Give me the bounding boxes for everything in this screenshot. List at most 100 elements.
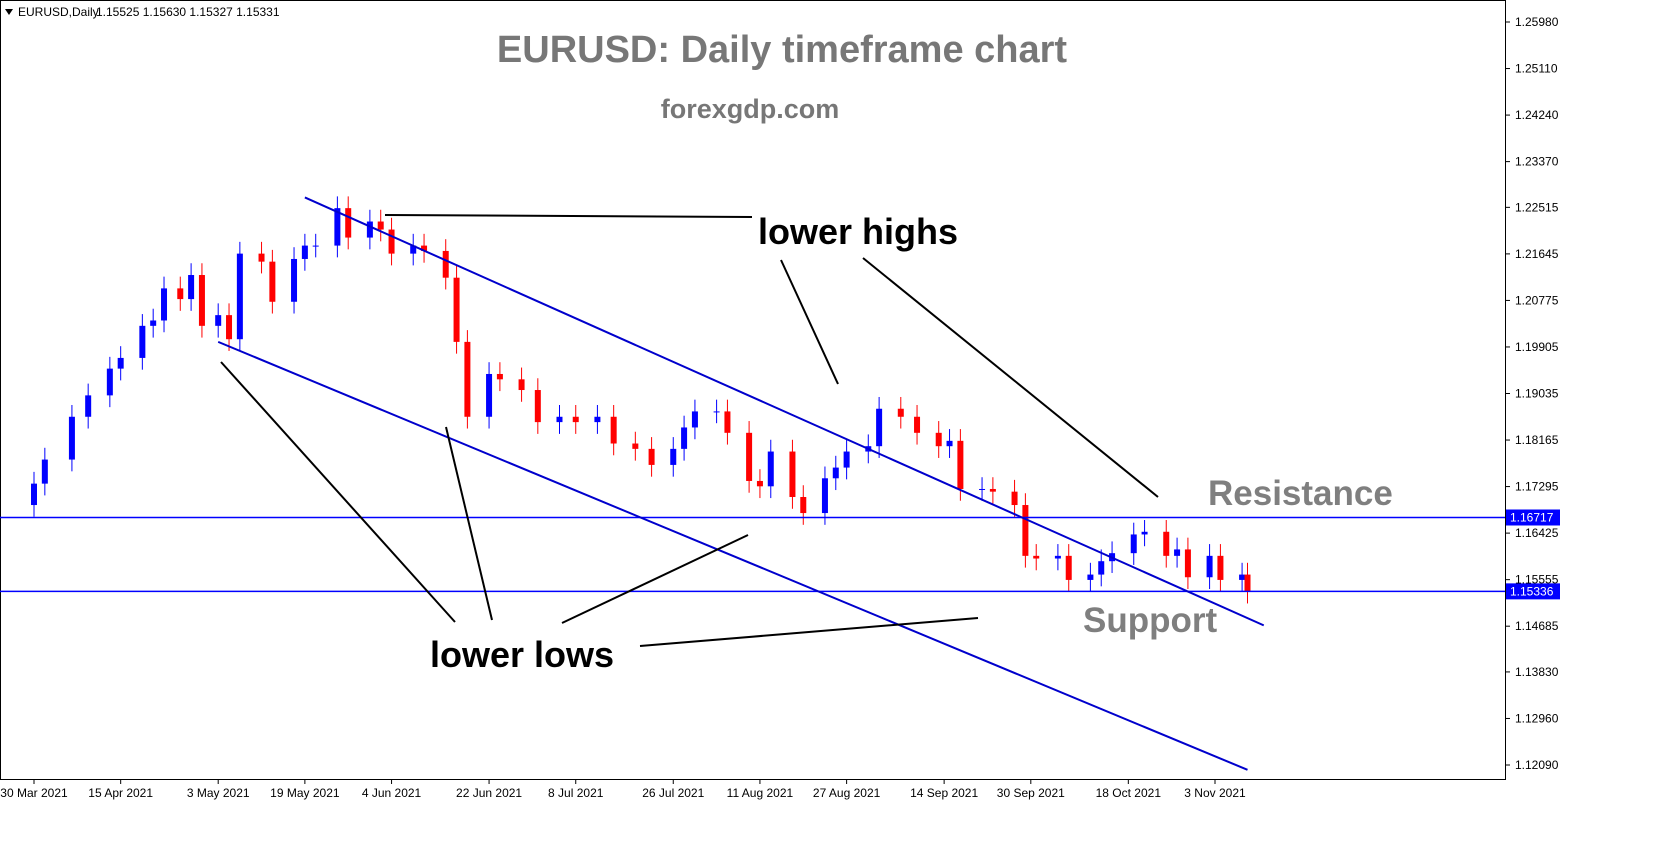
candle-body [388, 229, 395, 254]
candle [1022, 493, 1029, 568]
candle-body [291, 258, 298, 302]
channel-lower-line[interactable] [217, 340, 1248, 771]
candle [876, 396, 883, 458]
x-tick-label: 11 Aug 2021 [727, 786, 794, 800]
y-tick-label: 1.14685 [1515, 619, 1559, 633]
candle [442, 239, 449, 290]
candle-body [1206, 555, 1213, 578]
candle-body [556, 416, 563, 423]
candle [746, 421, 753, 493]
candle-body [897, 408, 904, 417]
lower-lows-label: lower lows [430, 634, 614, 675]
candle [767, 439, 774, 499]
candle [691, 399, 698, 440]
candle [724, 399, 731, 445]
candle-body [1098, 561, 1105, 575]
candle [496, 362, 503, 392]
x-tick-label: 30 Mar 2021 [0, 786, 68, 800]
symbol-bar: EURUSD,Daily 1.15525 1.15630 1.15327 1.1… [5, 5, 280, 19]
candle-body [876, 408, 883, 447]
x-tick-label: 3 May 2021 [187, 786, 250, 800]
candle-body [979, 488, 986, 490]
candle-body [177, 288, 184, 300]
candle [1244, 562, 1251, 604]
candle [832, 455, 839, 491]
support-price-label: 1.15336 [1510, 584, 1554, 598]
candle [1033, 544, 1040, 571]
candle-body [85, 395, 92, 417]
candle [1174, 537, 1181, 568]
candle-body [68, 416, 75, 460]
candle [150, 308, 157, 338]
y-tick-label: 1.12090 [1515, 758, 1559, 772]
candle-body [269, 261, 276, 302]
candle-body [1217, 555, 1224, 580]
candle [518, 367, 525, 402]
candle [1206, 544, 1213, 590]
y-tick-label: 1.15555 [1515, 573, 1559, 587]
candle-body [312, 245, 319, 247]
dropdown-triangle-icon[interactable] [5, 9, 13, 15]
candle [334, 196, 341, 258]
candle [946, 429, 953, 458]
x-tick-label: 27 Aug 2021 [813, 786, 881, 800]
y-tick-label: 1.24240 [1515, 108, 1559, 122]
candle [258, 241, 265, 274]
candle [198, 263, 205, 338]
support-price-box [1506, 583, 1560, 600]
candle-body [518, 379, 525, 391]
x-tick-label: 30 Sep 2021 [997, 786, 1065, 800]
candles-layer [31, 196, 1251, 604]
lower-lows-pointer-3 [561, 534, 749, 624]
candle-body [914, 416, 921, 433]
candle-body [188, 275, 195, 300]
candle [345, 196, 352, 250]
candle-body [632, 443, 639, 449]
x-tick-label: 19 May 2021 [270, 786, 340, 800]
candle [1217, 544, 1224, 592]
candle [1239, 562, 1246, 592]
candle [670, 437, 677, 477]
candle-body [258, 253, 265, 262]
x-tick-label: 18 Oct 2021 [1096, 786, 1162, 800]
candle [312, 233, 319, 258]
x-tick-label: 15 Apr 2021 [88, 786, 153, 800]
candle [914, 405, 921, 445]
candle [648, 437, 655, 477]
candle [464, 330, 471, 429]
candle [534, 378, 541, 434]
candle-body [366, 221, 373, 238]
candle [453, 265, 460, 354]
candle-body [106, 368, 113, 396]
candle [610, 405, 617, 456]
lower-highs-pointer-1 [384, 214, 753, 218]
candle [388, 217, 395, 266]
candle-body [1054, 555, 1061, 559]
candle [1130, 522, 1137, 565]
candle [85, 383, 92, 429]
lower-lows-pointer-4 [639, 617, 979, 647]
candle [161, 276, 168, 333]
candle [572, 405, 579, 434]
candle-body [345, 208, 352, 238]
x-tick-label: 22 Jun 2021 [456, 786, 522, 800]
channel-upper-line[interactable] [304, 196, 1265, 627]
trend-lines-layer: 1.16717 1.15336 [0, 196, 1560, 771]
lower-highs-label: lower highs [758, 211, 958, 252]
candle [139, 314, 146, 370]
candle [177, 276, 184, 311]
candle-body [957, 440, 964, 489]
candle [594, 405, 601, 434]
candle-body [1141, 531, 1148, 535]
candle-body [767, 451, 774, 487]
candle [897, 396, 904, 429]
candle-body [139, 325, 146, 358]
candle [236, 241, 243, 351]
chart-title: EURUSD: Daily timeframe chart [497, 29, 1068, 71]
candle-body [1065, 555, 1072, 580]
candle-body [989, 488, 996, 492]
candle-body [610, 416, 617, 444]
candle-body [1184, 549, 1191, 578]
